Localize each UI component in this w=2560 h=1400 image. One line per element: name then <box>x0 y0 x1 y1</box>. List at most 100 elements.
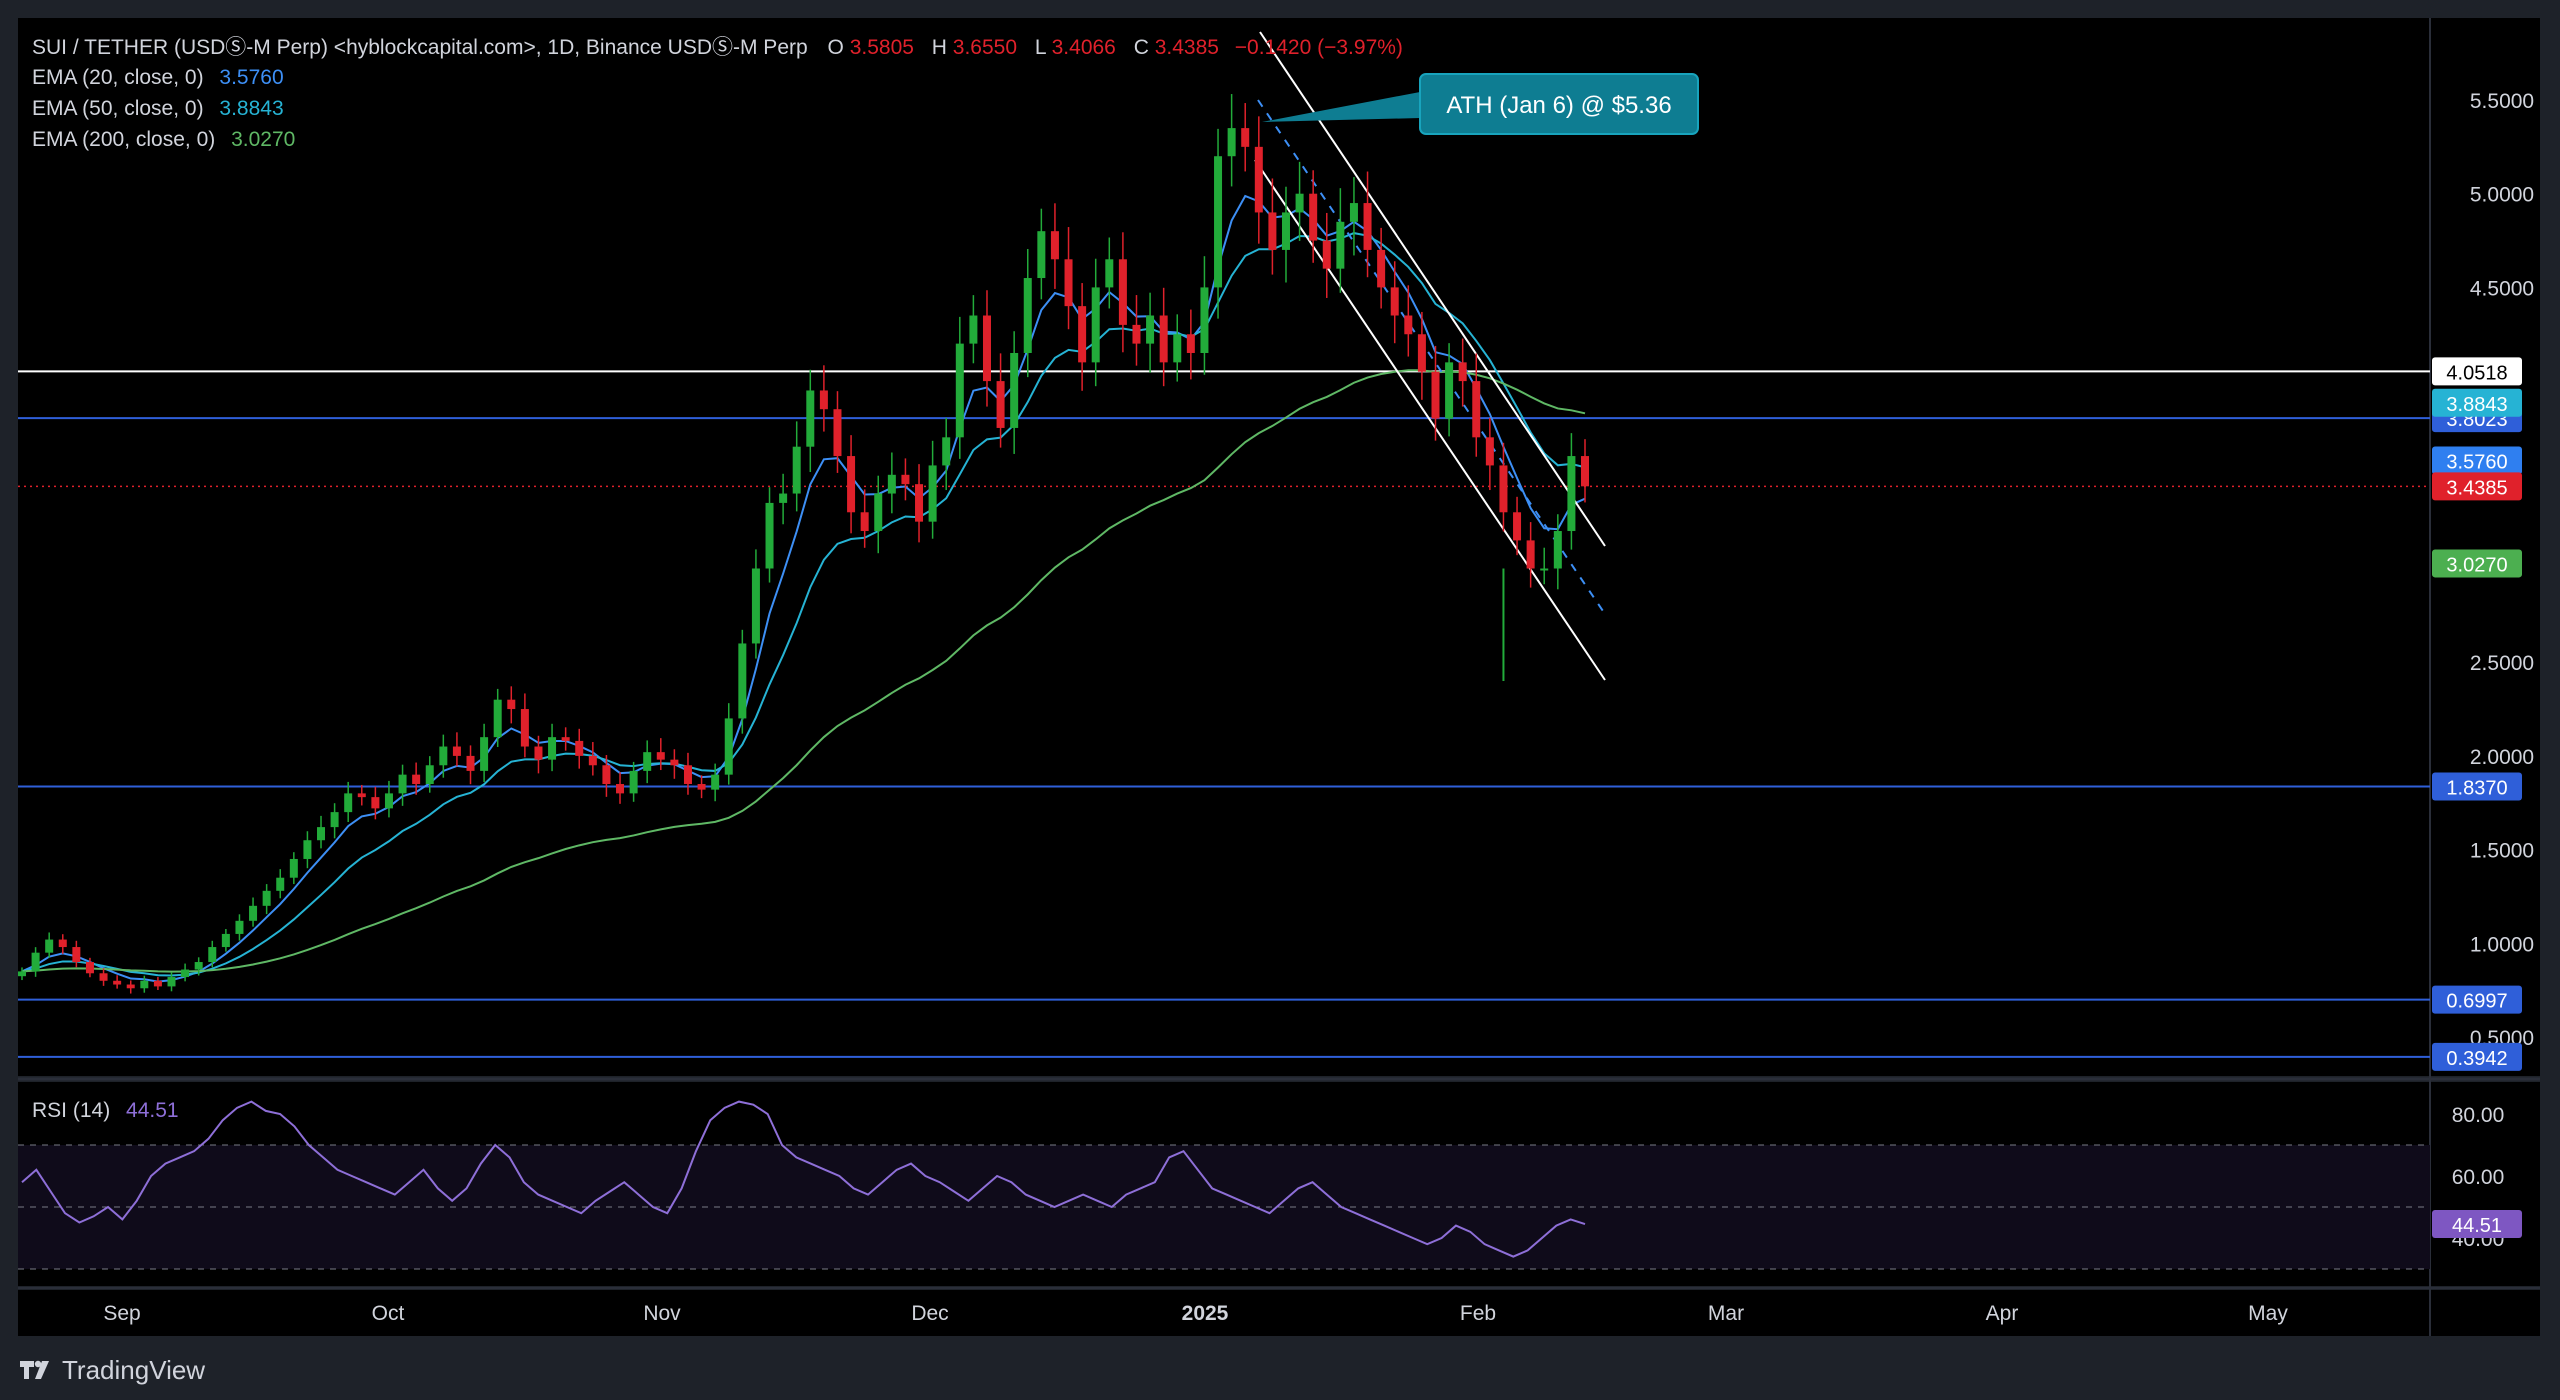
candle-body <box>1445 362 1454 419</box>
candle-body <box>330 812 339 828</box>
ema50-legend[interactable]: EMA (50, close, 0) 3.8843 <box>32 97 284 120</box>
candle-body <box>439 746 448 766</box>
candle-body <box>1159 315 1168 363</box>
candle-body <box>507 699 516 710</box>
candle-body <box>1472 381 1481 438</box>
candle-body <box>1485 437 1494 466</box>
ema20-legend[interactable]: EMA (20, close, 0) 3.5760 <box>32 66 284 89</box>
ema50-label: EMA (50, close, 0) <box>32 97 204 120</box>
candle-body <box>1431 371 1440 419</box>
level-tag-label: 1.8370 <box>2446 777 2507 799</box>
low-value: 3.4066 <box>1052 36 1116 59</box>
candle-body <box>1567 456 1576 532</box>
candle-body <box>887 474 896 494</box>
candle-body <box>1132 324 1141 344</box>
date-tick-label: 2025 <box>1182 1302 1229 1325</box>
level-tag-label: 0.3942 <box>2446 1048 2507 1070</box>
candle-body <box>697 784 706 790</box>
candle-body <box>561 737 570 741</box>
date-tick-label: Nov <box>643 1302 681 1325</box>
rsi-label: RSI (14) <box>32 1099 110 1122</box>
rsi-line[interactable] <box>21 1100 1586 1258</box>
candle-body <box>140 980 149 989</box>
candle-body <box>792 446 801 494</box>
candle-body <box>1064 259 1073 307</box>
candle-body <box>1404 315 1413 335</box>
candle-body <box>575 740 584 756</box>
price-tag-label: 3.8843 <box>2446 394 2507 416</box>
candle-body <box>969 315 978 344</box>
ema200-legend[interactable]: EMA (200, close, 0) 3.0270 <box>32 128 295 151</box>
date-tick-label: Oct <box>372 1302 405 1325</box>
date-tick-label: Apr <box>1986 1302 2019 1325</box>
candle-body <box>670 759 679 766</box>
open-value: 3.5805 <box>850 36 914 59</box>
candle-body <box>1349 203 1358 222</box>
candle-body <box>1010 352 1019 428</box>
candle-body <box>819 390 828 410</box>
price-tag <box>2432 549 2522 578</box>
candle-body <box>874 493 883 532</box>
candle-body <box>1268 212 1277 250</box>
candle-body <box>194 962 203 970</box>
rsi-legend[interactable]: RSI (14) 44.51 <box>32 1099 179 1122</box>
candle-body <box>1227 128 1236 157</box>
candle-body <box>779 493 788 503</box>
candle-body <box>1037 231 1046 279</box>
candle-body <box>1417 334 1426 372</box>
ath-annotation[interactable]: ATH (Jan 6) @ $5.36 <box>1262 73 1699 135</box>
level-tag <box>2432 1042 2522 1071</box>
chart-legend: SUI / TETHER (USDⓈ-M Perp) <hyblockcapit… <box>32 36 1403 1122</box>
main-pane[interactable] <box>18 18 2540 1076</box>
candle-body <box>833 409 842 457</box>
candle-body <box>1377 249 1386 288</box>
candle-body <box>276 877 285 891</box>
candle-body <box>643 752 652 771</box>
candle-body <box>303 840 312 859</box>
channel-mid-line[interactable] <box>1257 99 1606 615</box>
rsi-value-tag <box>2432 1210 2522 1239</box>
candle-body <box>249 905 258 921</box>
ath-annotation-text: ATH (Jan 6) @ $5.36 <box>1446 92 1671 119</box>
candle-body <box>425 765 434 785</box>
change-value: −0.1420 (−3.97%) <box>1235 36 1403 59</box>
candle-body <box>153 980 162 987</box>
candle-body <box>1241 128 1250 147</box>
candle-body <box>928 465 937 522</box>
candle-body <box>85 962 94 974</box>
close-label: C <box>1134 36 1149 59</box>
price-tags: 4.05183.80231.83700.69970.39423.88433.57… <box>2432 357 2522 1239</box>
axis-labels: 5.5000 5.0000 4.5000 2.5000 2.0000 1.5000 1.00… <box>103 90 2534 1325</box>
candle-body <box>1363 203 1372 250</box>
candle-body <box>1513 512 1522 541</box>
price-tick-label: 2.0000 <box>2470 746 2534 769</box>
candle-body <box>1526 540 1535 569</box>
candle-body <box>901 474 910 485</box>
candle-body <box>751 568 760 644</box>
candle-body <box>1540 568 1549 571</box>
symbol-text: SUI / TETHER (USDⓈ-M Perp) <hyblockcapit… <box>32 36 808 59</box>
candle-body <box>1091 287 1100 363</box>
symbol-title[interactable]: SUI / TETHER (USDⓈ-M Perp) <hyblockcapit… <box>32 36 1403 59</box>
ema20-line[interactable] <box>21 194 1586 983</box>
candle-body <box>1254 146 1263 213</box>
candle-body <box>955 343 964 438</box>
candle-body <box>1200 287 1209 353</box>
price-tick-label: 5.5000 <box>2470 90 2534 113</box>
low-label: L <box>1035 36 1046 59</box>
price-tick-label: 5.0000 <box>2470 184 2534 207</box>
candle-body <box>520 709 529 747</box>
rsi-tick-label: 80.00 <box>2452 1104 2505 1127</box>
price-tag <box>2432 472 2522 501</box>
candle-body <box>31 952 40 972</box>
candle-body <box>847 456 856 513</box>
candle-body <box>982 315 991 382</box>
candle-body <box>629 770 638 794</box>
candle-body <box>1118 259 1127 325</box>
date-tick-label: Mar <box>1708 1302 1744 1325</box>
tradingview-brand[interactable]: TradingView <box>18 1352 205 1388</box>
candle-body <box>1309 193 1318 241</box>
price-tick-label: 2.5000 <box>2470 652 2534 675</box>
ema200-line[interactable] <box>21 369 1586 973</box>
